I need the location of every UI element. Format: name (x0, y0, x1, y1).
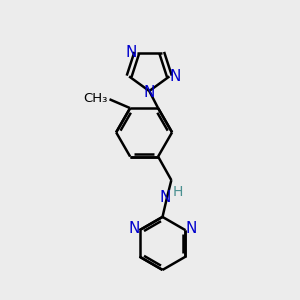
Text: N: N (144, 85, 155, 100)
Text: N: N (126, 45, 137, 60)
Text: CH₃: CH₃ (84, 92, 108, 105)
Text: N: N (129, 221, 140, 236)
Text: H: H (173, 185, 183, 199)
Text: N: N (185, 221, 196, 236)
Text: N: N (169, 69, 180, 84)
Text: N: N (160, 190, 171, 205)
